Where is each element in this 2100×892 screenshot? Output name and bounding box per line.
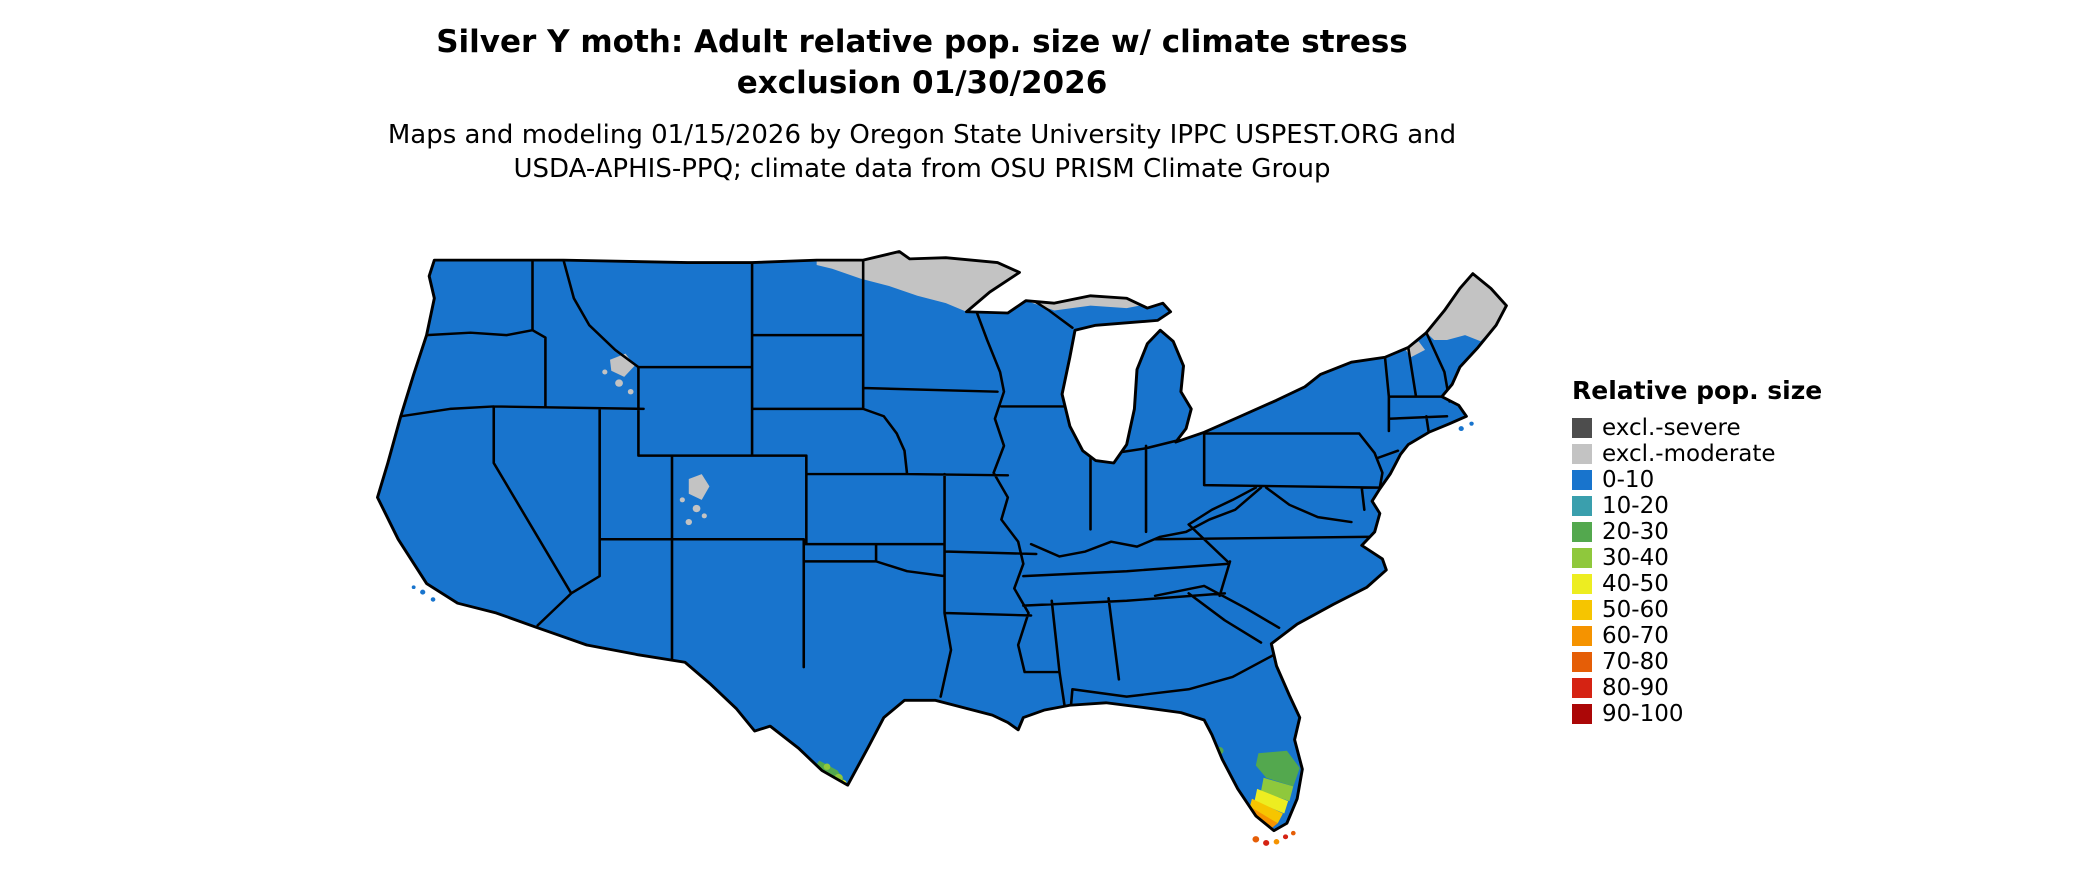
subtitle-line-1: Maps and modeling 01/15/2026 by Oregon S… (387, 120, 1457, 150)
excluded-new-hampshire-spot (1405, 341, 1426, 358)
legend-swatch (1572, 600, 1592, 620)
excluded-minnesota-region (816, 251, 1020, 312)
nantucket-dots (1458, 421, 1474, 432)
legend-label: 30-40 (1602, 545, 1669, 571)
legend-label: excl.-severe (1602, 415, 1741, 441)
legend: Relative pop. size excl.-severe excl.-mod… (1572, 376, 1822, 727)
page-subtitle: Maps and modeling 01/15/2026 by Oregon S… (388, 118, 1456, 186)
page-title: Silver Y moth: Adult relative pop. size … (436, 22, 1408, 104)
legend-item: 60-70 (1572, 623, 1822, 649)
excluded-maine-region (1426, 273, 1507, 342)
legend-label: 60-70 (1602, 623, 1669, 649)
legend-label: 90-100 (1602, 701, 1684, 727)
legend-item: excl.-moderate (1572, 441, 1822, 467)
us-map (376, 250, 1508, 846)
legend-swatch (1572, 522, 1592, 542)
florida-keys-dots (1252, 830, 1296, 846)
legend-label: 50-60 (1602, 597, 1669, 623)
excluded-rockies-patches (602, 353, 710, 526)
excluded-moderate-regions (602, 251, 1507, 526)
title-line-1: Silver Y moth: Adult relative pop. size … (436, 24, 1408, 60)
legend-label: 0-10 (1602, 467, 1655, 493)
legend-item: 90-100 (1572, 701, 1822, 727)
legend-label: 10-20 (1602, 493, 1669, 519)
legend-label: 40-50 (1602, 571, 1669, 597)
legend-item: 40-50 (1572, 571, 1822, 597)
legend-item: 30-40 (1572, 545, 1822, 571)
legend-item: 70-80 (1572, 649, 1822, 675)
legend-swatch (1572, 574, 1592, 594)
legend-label: 20-30 (1602, 519, 1669, 545)
legend-item: 50-60 (1572, 597, 1822, 623)
us-land-base (377, 251, 1507, 831)
legend-item: excl.-severe (1572, 415, 1822, 441)
excluded-upper-michigan-strip (1025, 295, 1140, 311)
legend-swatch (1572, 496, 1592, 516)
legend-swatch (1572, 652, 1592, 672)
legend-label: excl.-moderate (1602, 441, 1776, 467)
legend-item: 80-90 (1572, 675, 1822, 701)
title-line-2: exclusion 01/30/2026 (736, 65, 1108, 101)
legend-item: 10-20 (1572, 493, 1822, 519)
state-borders (399, 258, 1451, 708)
legend-swatch (1572, 704, 1592, 724)
legend-swatch (1572, 548, 1592, 568)
legend-label: 70-80 (1602, 649, 1669, 675)
channel-islands-dots (411, 585, 436, 602)
legend-title: Relative pop. size (1572, 376, 1823, 405)
legend-swatch (1572, 626, 1592, 646)
legend-item: 20-30 (1572, 519, 1822, 545)
legend-swatch (1572, 444, 1592, 464)
legend-swatch (1572, 418, 1592, 438)
legend-swatch (1572, 678, 1592, 698)
subtitle-line-2: USDA-APHIS-PPQ; climate data from OSU PR… (513, 154, 1331, 184)
legend-label: 80-90 (1602, 675, 1669, 701)
legend-items: excl.-severe excl.-moderate 0-10 10-20 20-30… (1572, 415, 1822, 727)
legend-item: 0-10 (1572, 467, 1822, 493)
legend-swatch (1572, 470, 1592, 490)
